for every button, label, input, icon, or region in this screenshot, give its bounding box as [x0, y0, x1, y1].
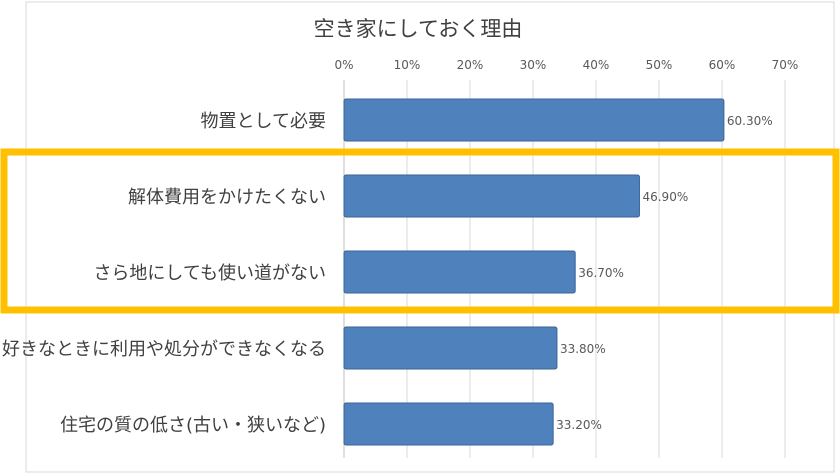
- category-label: 物置として必要: [201, 111, 326, 132]
- x-tick-label: 40%: [583, 58, 610, 72]
- bar: [343, 98, 725, 142]
- highlight-box: [0, 148, 840, 314]
- chart-title: 空き家にしておく理由: [314, 17, 523, 41]
- chart-border: [25, 1, 835, 473]
- bar: [343, 326, 558, 370]
- x-axis-ticks: 0% 10% 20% 30% 40% 50% 60% 70%: [334, 58, 798, 72]
- bar: [343, 250, 576, 294]
- x-tick-label: 70%: [772, 58, 799, 72]
- x-tick-label: 0%: [334, 58, 353, 72]
- data-label: 33.20%: [556, 418, 602, 432]
- data-labels: 60.30% 46.90% 36.70% 33.80% 33.20%: [556, 114, 772, 432]
- category-labels: 物置として必要解体費用をかけたくないさら地にしても使い道がない好きなときに利用や…: [2, 111, 326, 436]
- data-label: 36.70%: [578, 266, 624, 280]
- x-tick-label: 60%: [709, 58, 736, 72]
- data-label: 33.80%: [560, 342, 606, 356]
- category-label: 住宅の質の低さ(古い・狭いなど): [60, 415, 326, 436]
- x-tick-label: 50%: [646, 58, 673, 72]
- x-tick-label: 10%: [394, 58, 421, 72]
- bar: [343, 402, 554, 446]
- data-label: 60.30%: [727, 114, 773, 128]
- x-tick-label: 20%: [457, 58, 484, 72]
- category-label: さら地にしても使い道がない: [93, 263, 326, 284]
- data-label: 46.90%: [642, 190, 688, 204]
- bar: [343, 174, 640, 218]
- category-label: 好きなときに利用や処分ができなくなる: [2, 339, 326, 360]
- bars: [343, 98, 725, 446]
- category-label: 解体費用をかけたくない: [128, 187, 326, 208]
- x-tick-label: 30%: [520, 58, 547, 72]
